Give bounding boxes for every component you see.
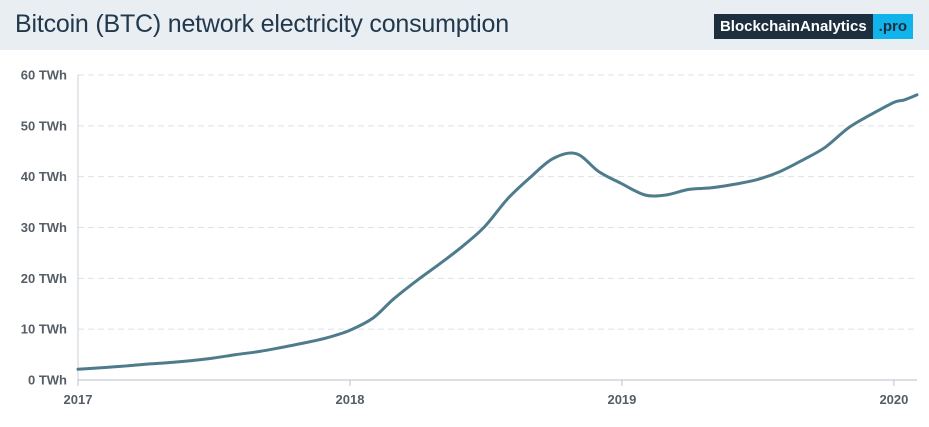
data-point[interactable] [482, 223, 488, 229]
data-point[interactable] [347, 327, 353, 333]
data-point[interactable] [459, 243, 465, 249]
x-tick-label: 2018 [336, 392, 365, 407]
data-point[interactable] [505, 196, 511, 202]
data-point[interactable] [777, 169, 783, 175]
line-chart: 0 TWh 10 TWh 20 TWh 30 TWh 40 TWh 50 TWh 60 TW… [21, 68, 920, 407]
data-point[interactable] [573, 151, 579, 157]
x-tick-label: 2020 [879, 392, 908, 407]
data-point[interactable] [891, 99, 897, 105]
data-point[interactable] [619, 181, 625, 187]
brand-logo[interactable]: BlockchainAnalytics .pro [713, 14, 913, 39]
y-tick-label: 30 TWh [21, 220, 67, 235]
y-tick-label: 60 TWh [21, 68, 67, 83]
data-point[interactable] [119, 363, 125, 369]
series-line [76, 93, 919, 371]
data-point[interactable] [164, 360, 170, 366]
data-point[interactable] [528, 174, 534, 180]
data-point[interactable] [800, 157, 806, 163]
data-point[interactable] [278, 344, 284, 350]
data-point[interactable] [901, 97, 907, 103]
data-point[interactable] [868, 112, 874, 118]
data-point[interactable] [302, 340, 308, 346]
y-tick-label: 10 TWh [21, 322, 67, 337]
data-point[interactable] [210, 355, 216, 361]
data-point[interactable] [845, 125, 851, 131]
brand-logo-main: BlockchainAnalytics [713, 14, 873, 39]
axes [77, 75, 917, 381]
data-point[interactable] [822, 144, 828, 150]
x-tick-label: 2019 [607, 392, 636, 407]
y-tick-label: 40 TWh [21, 169, 67, 184]
data-point[interactable] [188, 358, 194, 364]
data-point[interactable] [663, 192, 669, 198]
chart-header: Bitcoin (BTC) network electricity consum… [0, 0, 929, 50]
data-point[interactable] [708, 185, 714, 191]
x-tick-label: 2017 [64, 392, 93, 407]
data-point[interactable] [391, 296, 397, 302]
data-point[interactable] [256, 349, 262, 355]
y-axis-ticks: 0 TWh 10 TWh 20 TWh 30 TWh 40 TWh 50 TWh 60 TW… [21, 68, 67, 388]
data-point[interactable] [914, 92, 920, 98]
data-point[interactable] [142, 361, 148, 367]
data-point[interactable] [550, 155, 556, 161]
y-tick-label: 0 TWh [28, 373, 67, 388]
data-point[interactable] [436, 261, 442, 267]
y-tick-label: 20 TWh [21, 271, 67, 286]
data-point[interactable] [370, 315, 376, 321]
data-point[interactable] [75, 366, 81, 372]
series-group [75, 92, 920, 372]
data-point[interactable] [731, 181, 737, 187]
brand-logo-suffix: .pro [872, 14, 913, 39]
data-point[interactable] [686, 186, 692, 192]
x-axis-ticks: 2017 2018 2019 2020 [64, 380, 908, 407]
data-point[interactable] [642, 192, 648, 198]
grid-lines [78, 74, 917, 330]
data-point[interactable] [596, 169, 602, 175]
data-point[interactable] [754, 177, 760, 183]
data-point[interactable] [233, 352, 239, 358]
data-point[interactable] [324, 335, 330, 341]
y-tick-label: 50 TWh [21, 118, 67, 133]
chart-title: Bitcoin (BTC) network electricity consum… [15, 10, 509, 38]
data-point[interactable] [414, 277, 420, 283]
data-point[interactable] [98, 365, 104, 371]
